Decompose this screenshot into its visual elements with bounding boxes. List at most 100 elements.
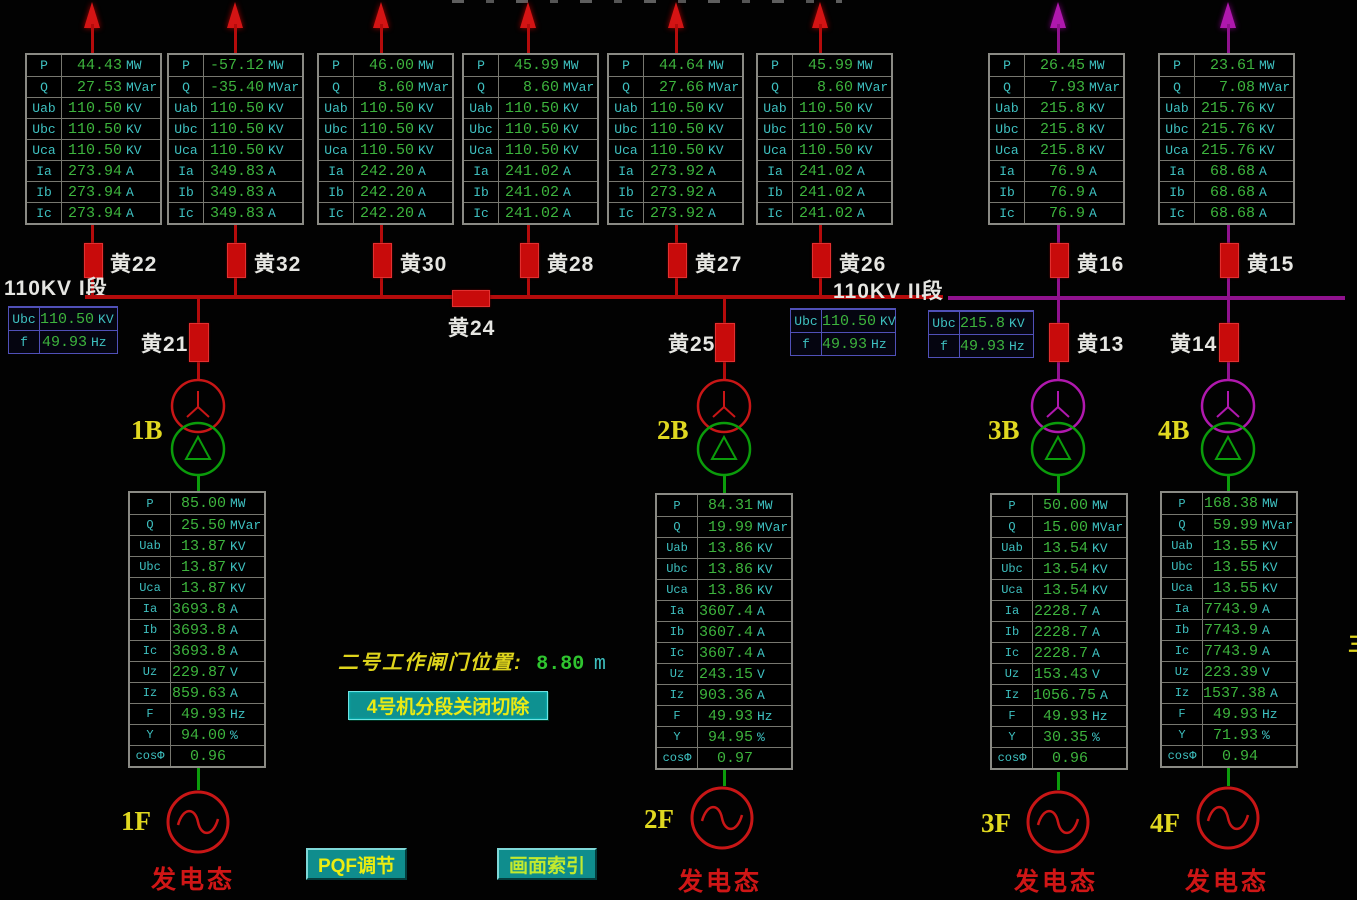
measure-label: Uab: [758, 98, 793, 118]
measure-unit: A: [418, 184, 426, 200]
measure-value: 44.43: [76, 57, 122, 74]
measure-label: P: [657, 495, 698, 516]
measure-value: 7.08: [1218, 78, 1255, 96]
measure-label: Uca: [609, 140, 644, 160]
breaker-h27[interactable]: [668, 243, 687, 278]
measure-label: Q: [657, 517, 698, 537]
breaker-h24-bustie[interactable]: [452, 290, 490, 307]
measure-row: Ubc 13.54 KV: [992, 558, 1126, 579]
measure-value: 110.50: [798, 99, 853, 117]
measure-value: 49.93: [41, 333, 87, 351]
measure-value: 13.55: [1212, 558, 1258, 576]
measure-row: Uab 13.55 KV: [1162, 535, 1296, 556]
measure-unit: A: [857, 163, 865, 179]
breaker-h14[interactable]: [1219, 323, 1239, 362]
measure-row: Ia 2228.7 A: [992, 600, 1126, 621]
measure-value: 349.83: [209, 162, 264, 180]
measure-row: Uca 110.50 KV: [758, 139, 891, 160]
measure-value: 110.50: [822, 312, 877, 330]
measure-value: 76.9: [1048, 183, 1085, 201]
measure-row: Ib 241.02 A: [464, 181, 597, 202]
measure-row: f 49.93 Hz: [791, 332, 895, 355]
measure-unit: V: [1092, 666, 1100, 682]
measure-row: cosΦ 0.96: [130, 745, 264, 766]
measure-row: Ubc 110.50 KV: [9, 307, 117, 330]
measure-value: 30.35: [1042, 728, 1088, 746]
breaker-label-h24: 黄24: [448, 317, 496, 340]
measure-label: Y: [1162, 725, 1203, 745]
measure-value: 0.96: [189, 747, 226, 765]
generator-3f-symbol[interactable]: [1023, 787, 1093, 862]
breaker-h32[interactable]: [227, 243, 246, 278]
generator-2f-symbol[interactable]: [687, 783, 757, 858]
transformer-3b-label: 3B: [988, 415, 1020, 445]
measure-value: 273.92: [649, 162, 704, 180]
measure-unit: Hz: [91, 334, 107, 350]
measure-label: F: [1162, 704, 1203, 724]
measure-value: 0.96: [1051, 749, 1088, 767]
measure-value: 349.83: [209, 183, 264, 201]
measure-label: Uz: [1162, 662, 1203, 682]
transformer-1b-label: 1B: [131, 415, 163, 445]
measure-label: Ubc: [929, 312, 960, 334]
measure-label: Uca: [992, 580, 1033, 600]
measure-label: Q: [1160, 77, 1195, 97]
measure-value: 68.68: [1209, 204, 1255, 222]
measure-unit: A: [1092, 603, 1100, 619]
measure-row: Uab 110.50 KV: [169, 97, 302, 118]
measure-row: Ubc 215.8 KV: [990, 118, 1123, 139]
measure-value: 27.53: [76, 78, 122, 96]
pqf-adjust-button[interactable]: PQF调节: [306, 848, 407, 880]
measure-row: Ubc 215.8 KV: [929, 311, 1033, 334]
measure-label: Ic: [758, 203, 793, 223]
bus2-220kv: [948, 296, 1345, 300]
measure-row: Ic 3607.4 A: [657, 642, 791, 663]
measure-unit: A: [268, 184, 276, 200]
measure-value: 25.50: [180, 516, 226, 534]
measure-label: Uab: [992, 538, 1033, 558]
measure-label: Ib: [319, 182, 354, 202]
measure-label: Ia: [464, 161, 499, 181]
measure-label: Iz: [657, 685, 698, 705]
generator-4f-symbol[interactable]: [1193, 783, 1263, 858]
measure-unit: MVar: [1262, 517, 1294, 533]
generator-1f-symbol[interactable]: [163, 787, 233, 862]
bus1-meter: Ubc 110.50 KV f 49.93 Hz: [8, 306, 118, 354]
breaker-h22[interactable]: [84, 243, 103, 278]
measure-label: P: [464, 55, 499, 76]
generator-link-line: [1227, 768, 1230, 786]
measure-label: Ic: [130, 641, 171, 661]
measure-value: 241.02: [504, 183, 559, 201]
generator-link-line: [723, 474, 726, 494]
measure-label: Uab: [319, 98, 354, 118]
measure-row: P 50.00 MW: [992, 495, 1126, 516]
measure-label: Uz: [657, 664, 698, 684]
measure-row: Ic 241.02 A: [758, 202, 891, 223]
breaker-h13[interactable]: [1049, 323, 1069, 362]
breaker-h30[interactable]: [373, 243, 392, 278]
measure-unit: %: [230, 727, 238, 743]
breaker-h25[interactable]: [715, 323, 735, 362]
measure-unit: A: [1262, 601, 1270, 617]
breaker-h21[interactable]: [189, 323, 209, 362]
measure-label: Ubc: [758, 119, 793, 139]
measure-row: Ubc 110.50 KV: [319, 118, 452, 139]
breaker-label-h27: 黄27: [695, 253, 743, 276]
measure-label: Ib: [758, 182, 793, 202]
screen-index-button[interactable]: 画面索引: [497, 848, 597, 880]
gate-position-readout: 二号工作闸门位置: 8.80 m: [338, 646, 606, 676]
measure-label: Iz: [992, 685, 1033, 705]
breaker-h16[interactable]: [1050, 243, 1069, 278]
measure-value: 46.00: [368, 57, 414, 74]
breaker-h28[interactable]: [520, 243, 539, 278]
unit4-section-trip-button[interactable]: 4号机分段关闭切除: [348, 691, 548, 720]
measure-value: 241.02: [798, 183, 853, 201]
measure-row: Q 27.53 MVar: [27, 76, 160, 97]
breaker-h26[interactable]: [812, 243, 831, 278]
measure-unit: A: [418, 205, 426, 221]
breaker-h15[interactable]: [1220, 243, 1239, 278]
measure-row: Uca 110.50 KV: [609, 139, 742, 160]
measure-label: Ubc: [657, 559, 698, 579]
feeder-arrow-up-icon: [1050, 2, 1066, 28]
measure-row: Q 7.08 MVar: [1160, 76, 1293, 97]
